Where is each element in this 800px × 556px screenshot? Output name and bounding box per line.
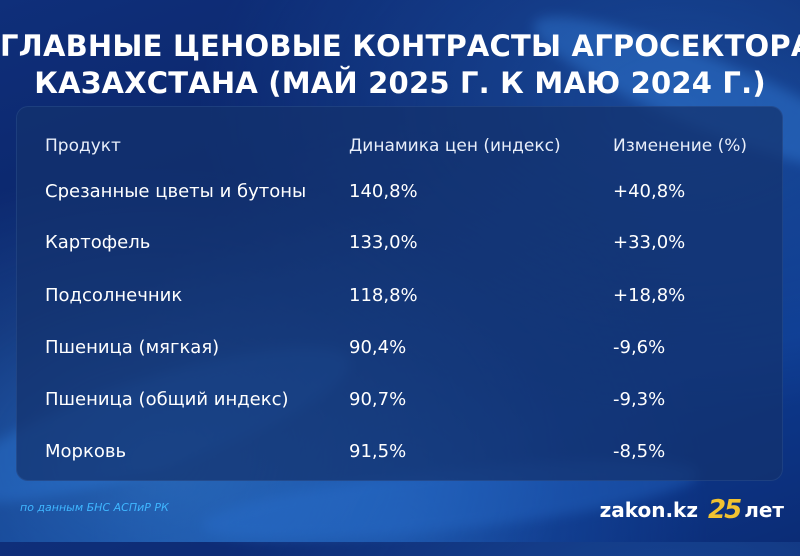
cell-price-index: 133,0% xyxy=(349,232,418,253)
brand-name: zakon.kz xyxy=(599,498,698,522)
table-row: Картофель 133,0% +33,0% xyxy=(16,223,783,263)
cell-product: Картофель xyxy=(45,232,151,253)
brand-logo[interactable]: zakon.kz 25 лет xyxy=(600,493,784,527)
cell-product: Пшеница (общий индекс) xyxy=(45,389,289,410)
table-row: Пшеница (общий индекс) 90,7% -9,3% xyxy=(16,380,783,420)
cell-change: +40,8% xyxy=(613,181,686,202)
cell-price-index: 90,7% xyxy=(349,389,407,410)
cell-change: -9,6% xyxy=(613,337,666,358)
cell-product: Подсолнечник xyxy=(45,285,183,306)
table-row: Морковь 91,5% -8,5% xyxy=(16,432,783,472)
cell-change: -9,3% xyxy=(613,389,666,410)
table-row: Подсолнечник 118,8% +18,8% xyxy=(16,276,783,316)
cell-product: Морковь xyxy=(45,441,127,462)
cell-change: +18,8% xyxy=(613,285,686,306)
anniversary-number: 25 xyxy=(708,495,742,525)
page-title: ГЛАВНЫЕ ЦЕНОВЫЕ КОНТРАСТЫ АГРОСЕКТОРА КА… xyxy=(0,28,800,102)
header-change: Изменение (%) xyxy=(613,136,748,156)
cell-price-index: 140,8% xyxy=(349,181,418,202)
cell-price-index: 91,5% xyxy=(349,441,407,462)
table-header-row: Продукт Динамика цен (индекс) Изменение … xyxy=(16,126,783,166)
cell-product: Пшеница (мягкая) xyxy=(45,337,220,358)
cell-change: -8,5% xyxy=(613,441,666,462)
cell-change: +33,0% xyxy=(613,232,686,253)
header-product: Продукт xyxy=(45,136,121,156)
cell-product: Срезанные цветы и бутоны xyxy=(45,181,307,202)
source-note: по данным БНС АСПиР РК xyxy=(20,501,169,514)
table-row: Срезанные цветы и бутоны 140,8% +40,8% xyxy=(16,172,783,212)
cell-price-index: 118,8% xyxy=(349,285,418,306)
cell-price-index: 90,4% xyxy=(349,337,407,358)
title-line-1: ГЛАВНЫЕ ЦЕНОВЫЕ КОНТРАСТЫ АГРОСЕКТОРА xyxy=(0,29,800,63)
title-line-2: КАЗАХСТАНА (МАЙ 2025 Г. К МАЮ 2024 Г.) xyxy=(34,66,766,100)
anniversary-word: лет xyxy=(744,498,784,522)
header-price-index: Динамика цен (индекс) xyxy=(349,136,561,156)
table-row: Пшеница (мягкая) 90,4% -9,6% xyxy=(16,328,783,368)
price-table: Продукт Динамика цен (индекс) Изменение … xyxy=(16,106,783,481)
